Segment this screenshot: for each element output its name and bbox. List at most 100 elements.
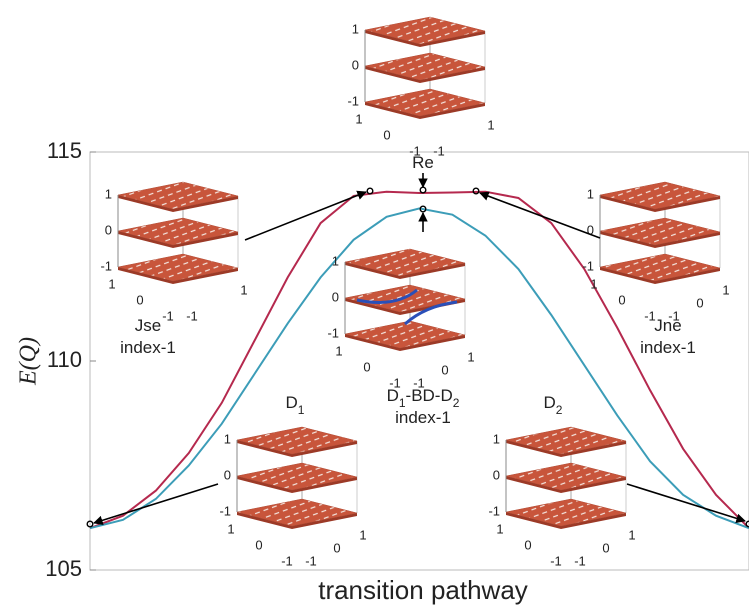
plate [237,499,357,526]
b-tick-label: 1 [628,527,635,542]
a-tick-label: 1 [227,521,234,536]
z-tick-label: 0 [224,467,231,482]
y-tick-label: 110 [47,347,82,372]
pointer [480,193,600,238]
plate [600,182,720,209]
plate [237,463,357,490]
z-tick-label: 0 [105,222,112,237]
inset-label: Re [412,153,434,172]
y-axis-label: E(Q) [16,337,42,386]
b-tick-label: -1 [186,308,198,323]
pointer [627,484,745,521]
label-text: index-1 [395,408,451,427]
plate [118,182,238,209]
subscript: 2 [453,396,460,410]
z-tick-label: -1 [347,93,359,108]
inset: 1 0 -1 1 0 -1 -1 0 1 D2 [488,393,635,568]
inset: 10-110-1-11Re [347,17,494,172]
inset-label: Jse [135,316,161,335]
b-tick-label: -1 [574,553,586,568]
inset: 1 0 -1 1 0 -1 -1 1 Jse index-1 [100,182,247,357]
a-tick-label: 1 [108,276,115,291]
z-tick-label: -1 [488,503,500,518]
plate [506,427,626,454]
plate [118,254,238,281]
plate [118,218,238,245]
plate [600,254,720,281]
chart: transition pathway E(Q) 10511011510-110-… [0,0,749,611]
x-axis-label: transition pathway [318,575,528,605]
b-tick-label: 1 [467,349,474,364]
z-tick-label: 1 [224,431,231,446]
label-text: Re [412,153,434,172]
label-text: -BD-D [406,386,453,405]
pointer [245,192,366,240]
z-tick-label: 1 [493,431,500,446]
a-tick-label: 0 [255,537,262,552]
subscript: 1 [298,403,305,417]
plate [345,321,465,348]
plate [345,249,465,276]
axes-frame [90,152,749,570]
label-text: Jne [654,316,681,335]
label-text: index-1 [120,338,176,357]
z-tick-label: 1 [352,21,359,36]
z-tick-label: 1 [587,186,594,201]
label-text: Jse [135,316,161,335]
z-tick-label: 0 [493,467,500,482]
label-text: D [544,393,556,412]
label-text: D [286,393,298,412]
a-tick-label: 1 [496,521,503,536]
b-tick-label: 1 [722,282,729,297]
z-tick-label: 0 [332,289,339,304]
inset-label: D1 [286,393,305,417]
y-tick-label: 115 [47,138,82,163]
z-tick-label: 0 [352,57,359,72]
z-tick-label: 1 [105,186,112,201]
b-tick-label: -1 [433,143,445,158]
b-tick-label: 0 [696,295,703,310]
label-text: index-1 [640,338,696,357]
plate [365,53,485,80]
a-tick-label: 1 [355,111,362,126]
plate [237,427,357,454]
b-tick-label: 0 [441,362,448,377]
a-tick-label: 0 [618,292,625,307]
b-tick-label: 1 [240,282,247,297]
y-tick-label: 105 [45,556,82,581]
subscript: 2 [556,403,563,417]
b-tick-label: 0 [602,540,609,555]
z-tick-label: -1 [219,503,231,518]
a-tick-label: 0 [524,537,531,552]
a-tick-label: -1 [281,553,293,568]
a-tick-label: 1 [590,276,597,291]
plate [365,17,485,44]
a-tick-label: 1 [335,343,342,358]
label-text: D [387,386,399,405]
b-tick-label: 1 [487,117,494,132]
z-tick-label: -1 [100,258,112,273]
b-tick-label: -1 [305,553,317,568]
z-tick-label: -1 [327,325,339,340]
z-tick-label: -1 [582,258,594,273]
b-tick-label: 1 [359,527,366,542]
a-tick-label: 0 [383,127,390,142]
z-tick-label: 1 [332,253,339,268]
inset-label: index-1 [640,338,696,357]
plate [600,218,720,245]
a-tick-label: -1 [550,553,562,568]
inset-label: D1-BD-D2 [387,386,460,410]
inset-label: D2 [544,393,563,417]
plate [506,463,626,490]
a-tick-label: 0 [136,292,143,307]
inset-label: index-1 [120,338,176,357]
plate [365,89,485,116]
inset: 10-110-1-101Jneindex-1 [582,182,729,357]
a-tick-label: 0 [363,359,370,374]
plate [506,499,626,526]
inset-label: Jne [654,316,681,335]
a-tick-label: -1 [162,308,174,323]
inset-label: index-1 [395,408,451,427]
